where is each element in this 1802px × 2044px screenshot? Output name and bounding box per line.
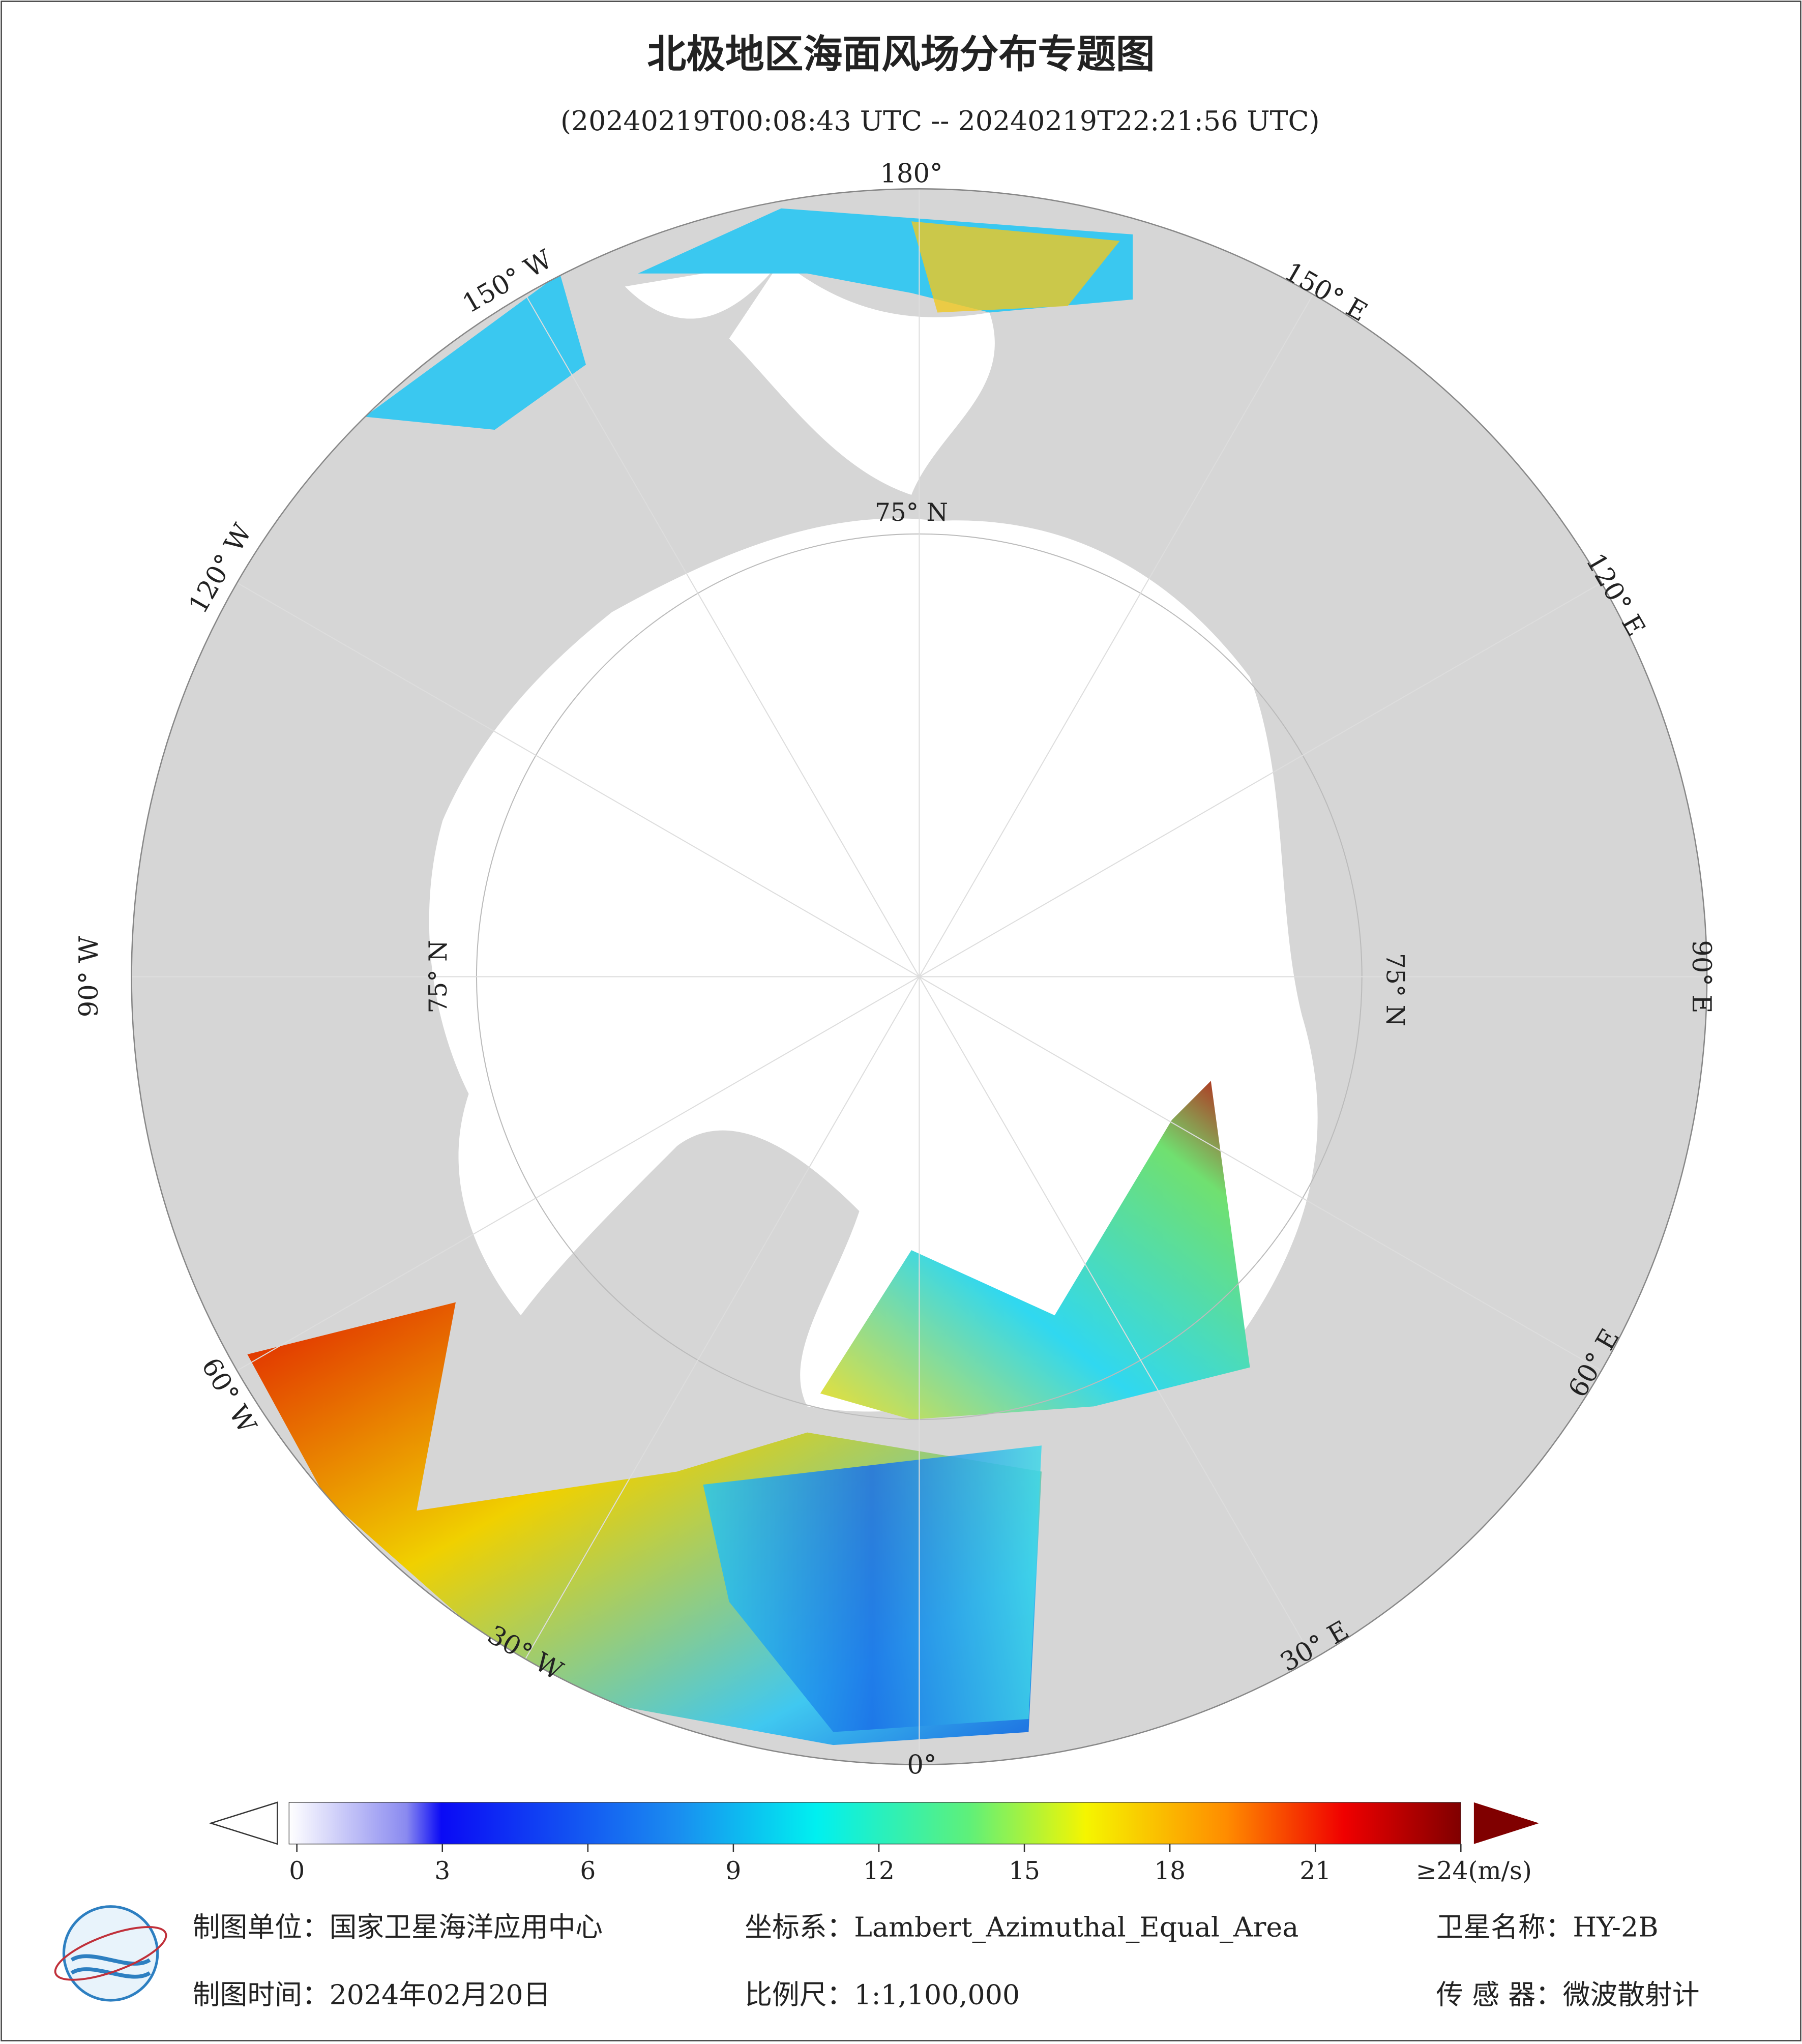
footer-item: 制图单位：国家卫星海洋应用中心 — [193, 1911, 603, 1943]
footer-item: 制图时间：2024年02月20日 — [193, 1979, 551, 2011]
wind-swath — [820, 1081, 1250, 1420]
arctic-ocean — [429, 518, 1318, 1412]
meridian-label: 90° W — [74, 936, 104, 1017]
meridian-line — [919, 976, 1317, 1665]
parallel-label: 75° N — [875, 498, 948, 527]
colorbar-tick-label: 0 — [289, 1857, 305, 1885]
colorbar-tick-label: 3 — [434, 1857, 450, 1885]
meridian-label: 180° — [880, 158, 942, 189]
meridian-line — [919, 579, 1608, 977]
footer-item: 比例尺：1:1,100,000 — [745, 1979, 1020, 2011]
parallel-label: 75° N — [424, 940, 453, 1013]
meridian-line — [231, 976, 920, 1375]
meridian-label: 90° E — [1686, 940, 1717, 1013]
map — [131, 189, 1707, 1765]
meridian-line — [919, 288, 1317, 977]
colorbar-tick-label: ≥24(m/s) — [1416, 1857, 1532, 1885]
map-border — [131, 188, 1708, 1765]
colorbar-tick-label: 15 — [1009, 1857, 1040, 1885]
footer-item: 传 感 器：微波散射计 — [1436, 1979, 1700, 2011]
meridian-line — [919, 976, 1608, 1375]
meridian-line — [521, 288, 920, 977]
colorbar-tick-label: 18 — [1154, 1857, 1186, 1885]
footer-item: 坐标系：Lambert_Azimuthal_Equal_Area — [745, 1911, 1298, 1943]
meridian-label: 0° — [907, 1750, 936, 1781]
colorbar-tick-label: 6 — [580, 1857, 596, 1885]
meridian-line — [521, 976, 920, 1665]
subtitle: (20240219T00:08:43 UTC -- 20240219T22:21… — [560, 105, 1320, 137]
wind-swath — [911, 221, 1120, 313]
footer-item: 卫星名称：HY-2B — [1436, 1911, 1659, 1943]
ocean — [625, 260, 995, 495]
colorbar-tick-label: 12 — [863, 1857, 895, 1885]
parallel-label: 75° N — [1380, 953, 1409, 1026]
colorbar — [288, 1802, 1461, 1845]
colorbar-over — [1473, 1802, 1539, 1844]
colorbar-tick-label: 9 — [725, 1857, 741, 1885]
colorbar-under — [209, 1801, 278, 1845]
title: 北极地区海面风场分布专题图 — [647, 32, 1155, 77]
meridian-line — [231, 579, 920, 977]
wind-swath — [703, 1445, 1042, 1732]
colorbar-tick-label: 21 — [1299, 1857, 1331, 1885]
logo — [54, 1905, 167, 2002]
